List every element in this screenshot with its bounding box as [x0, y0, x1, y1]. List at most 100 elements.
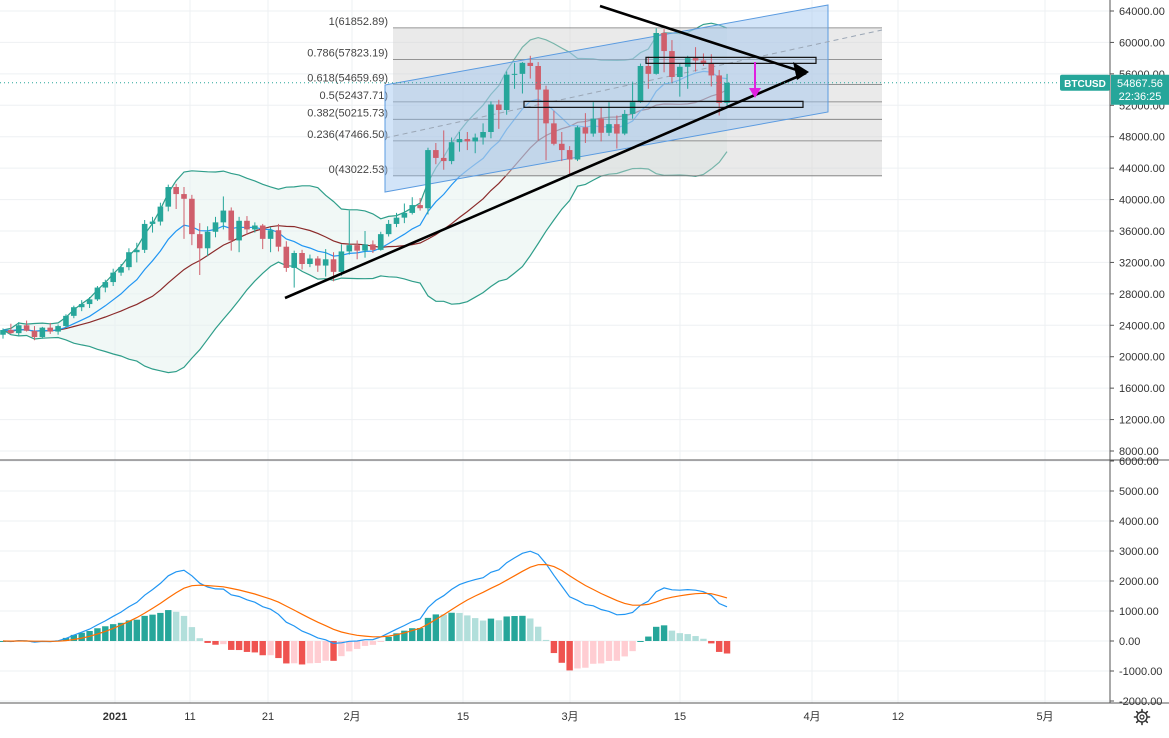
candle-body	[566, 150, 573, 160]
candle-body	[47, 327, 54, 332]
macd-histogram-bar	[456, 612, 463, 641]
macd-histogram-bar	[251, 641, 259, 653]
candle-body	[535, 66, 541, 90]
macd-histogram-bar	[259, 641, 266, 656]
macd-histogram-bar	[157, 612, 164, 641]
axes: 64000.0060000.0056000.0052000.0048000.00…	[0, 0, 1169, 723]
macd-histogram-bar	[275, 641, 282, 659]
candle-body	[189, 198, 195, 235]
candle-body	[448, 142, 455, 162]
symbol-badge-label: BTCUSD	[1064, 79, 1106, 90]
macd-histogram-bar	[314, 641, 321, 664]
macd-histogram-bar	[125, 620, 133, 641]
triangle-apex-arrowhead	[793, 62, 809, 80]
macd-pane	[0, 550, 731, 671]
macd-tick-label: 6000.00	[1119, 456, 1159, 468]
candle-body	[519, 62, 526, 74]
macd-histogram-bar	[235, 641, 243, 651]
candle-body	[551, 123, 557, 144]
macd-histogram-bar	[353, 641, 361, 649]
candle-body	[653, 33, 660, 74]
candle-body	[299, 253, 305, 264]
time-tick-label: 15	[674, 711, 686, 723]
candle-body	[661, 33, 667, 52]
macd-histogram-bar	[172, 611, 180, 641]
macd-histogram-bar	[109, 624, 117, 641]
macd-histogram-bar	[574, 641, 581, 669]
candle-body	[464, 139, 471, 142]
candle-body	[677, 66, 683, 77]
fib-level-label: 0.618(54659.69)	[307, 72, 388, 84]
candle-body	[503, 74, 510, 110]
current-price-badge	[1111, 74, 1169, 105]
candle-body	[724, 82, 730, 103]
settings-gear-icon[interactable]	[1128, 704, 1156, 730]
candle-body	[488, 104, 494, 132]
resistance-rectangle	[645, 56, 817, 64]
candle-body	[322, 259, 329, 266]
candle-body	[645, 66, 652, 74]
price-tick-label: 20000.00	[1119, 352, 1165, 364]
projection-arrow-head	[749, 88, 761, 98]
candle-body	[700, 60, 707, 64]
bollinger-upper-band	[2, 22, 728, 331]
macd-histogram-bar	[393, 633, 400, 641]
time-tick-label: 21	[262, 711, 274, 723]
macd-histogram-bar	[165, 610, 172, 641]
candle-body	[165, 187, 172, 207]
macd-signal-line	[2, 563, 728, 642]
macd-histogram-bar	[723, 641, 731, 654]
candle-body	[141, 223, 148, 250]
candle-body	[543, 89, 549, 124]
macd-histogram-bar	[432, 614, 440, 641]
macd-histogram-bar	[487, 618, 495, 641]
price-tick-label: 24000.00	[1119, 320, 1165, 332]
ascending-trendline	[284, 71, 807, 300]
macd-histogram-bar	[78, 632, 85, 641]
macd-tick-label: -2000.00	[1119, 696, 1162, 708]
candle-body	[440, 157, 447, 162]
macd-histogram-bar	[283, 641, 290, 664]
candle-body	[527, 62, 534, 66]
macd-histogram-bar	[220, 641, 227, 645]
price-tick-label: 16000.00	[1119, 383, 1165, 395]
macd-histogram-bar	[346, 641, 353, 652]
macd-histogram-bar	[613, 641, 621, 661]
candle-body	[315, 258, 321, 266]
candle-body	[425, 150, 431, 209]
macd-histogram-bar	[338, 641, 345, 657]
price-tick-label: 64000.00	[1119, 6, 1165, 18]
macd-histogram-bar	[385, 636, 392, 641]
candle-body	[472, 137, 478, 142]
macd-histogram-bar	[708, 641, 715, 644]
candle-body	[346, 245, 353, 252]
macd-histogram-bar	[558, 641, 565, 663]
macd-histogram-bar	[676, 633, 684, 641]
fib-level-label: 0.786(57823.19)	[307, 48, 388, 60]
candle-body	[23, 325, 30, 331]
drawings[interactable]	[0, 4, 1110, 300]
price-tick-label: 40000.00	[1119, 195, 1165, 207]
fib-level-label: 0(43022.53)	[329, 164, 388, 176]
macd-histogram-bar	[94, 628, 101, 641]
candle-body	[629, 102, 636, 114]
macd-histogram-bar	[196, 638, 203, 641]
candle-body	[204, 231, 211, 249]
candle-body	[606, 124, 612, 133]
macd-histogram-bar	[715, 641, 723, 652]
candle-body	[377, 234, 384, 250]
candle-body	[15, 325, 22, 334]
macd-histogram-bar	[503, 616, 510, 641]
candle-body	[362, 244, 368, 251]
macd-histogram-bar	[228, 641, 235, 650]
candle-body	[338, 251, 345, 272]
macd-histogram-bar	[629, 641, 636, 652]
macd-histogram-bar	[267, 641, 274, 656]
macd-histogram-bar	[322, 641, 329, 661]
macd-histogram-bar	[369, 641, 377, 645]
price-tick-label: 32000.00	[1119, 257, 1165, 269]
macd-histogram-bar	[605, 641, 613, 662]
candle-body	[63, 315, 69, 327]
price-tick-label: 48000.00	[1119, 132, 1165, 144]
